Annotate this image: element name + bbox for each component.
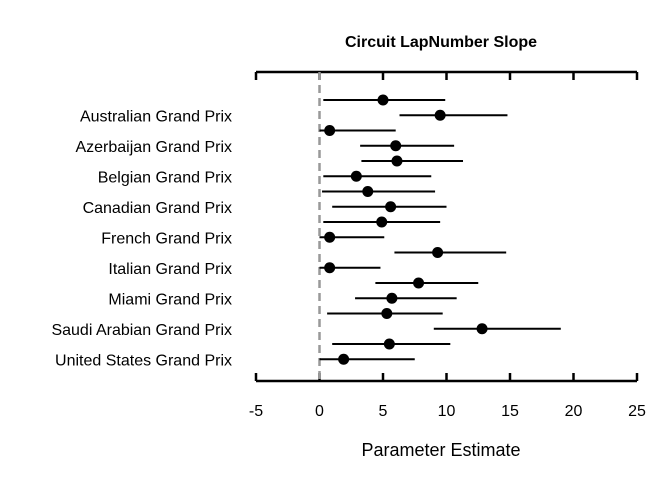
x-tick-label: -5 [249,403,263,420]
y-axis-label: Saudi Arabian Grand Prix [51,322,232,339]
estimate-point [386,292,398,304]
estimate-marks [319,94,561,365]
estimate-point [381,308,393,319]
estimate-point [362,186,374,197]
y-axis-labels: Australian Grand Prix Azerbaijan Grand Pr… [51,108,232,369]
estimate-point [385,201,397,213]
estimate-point [324,231,336,243]
x-tick-label: 10 [438,403,456,420]
y-axis-label: Australian Grand Prix [80,108,232,125]
y-axis-label: Italian Grand Prix [108,261,232,278]
top-axis [254,70,639,80]
estimate-point [476,323,488,335]
x-tick-label: 25 [628,403,646,420]
y-axis-label: Miami Grand Prix [108,291,232,308]
x-tick-label: 0 [315,403,324,420]
y-axis-label: French Grand Prix [101,230,232,247]
estimate-point [383,338,395,350]
y-axis-label: United States Grand Prix [55,352,232,369]
estimate-point [434,109,446,121]
y-axis-label: Azerbaijan Grand Prix [75,139,232,156]
x-tick-label: 15 [501,403,519,420]
y-axis-label: Canadian Grand Prix [83,200,232,217]
estimate-point [390,140,402,152]
estimate-point [324,262,336,274]
estimate-point [391,155,403,167]
x-tick-label: 5 [379,403,388,420]
estimate-point [413,277,425,289]
y-axis-label: Belgian Grand Prix [98,169,232,186]
estimate-point [350,170,362,182]
estimate-point [376,216,388,228]
x-tick-label: 20 [565,403,583,420]
bottom-axis: -5 0 5 10 15 20 25 [249,373,646,420]
estimate-point [432,247,444,258]
estimate-point [338,353,350,365]
estimate-point [324,125,336,136]
x-axis-label: Parameter Estimate [361,440,520,460]
estimate-point [377,94,389,106]
chart-title: Circuit LapNumber Slope [345,34,537,51]
